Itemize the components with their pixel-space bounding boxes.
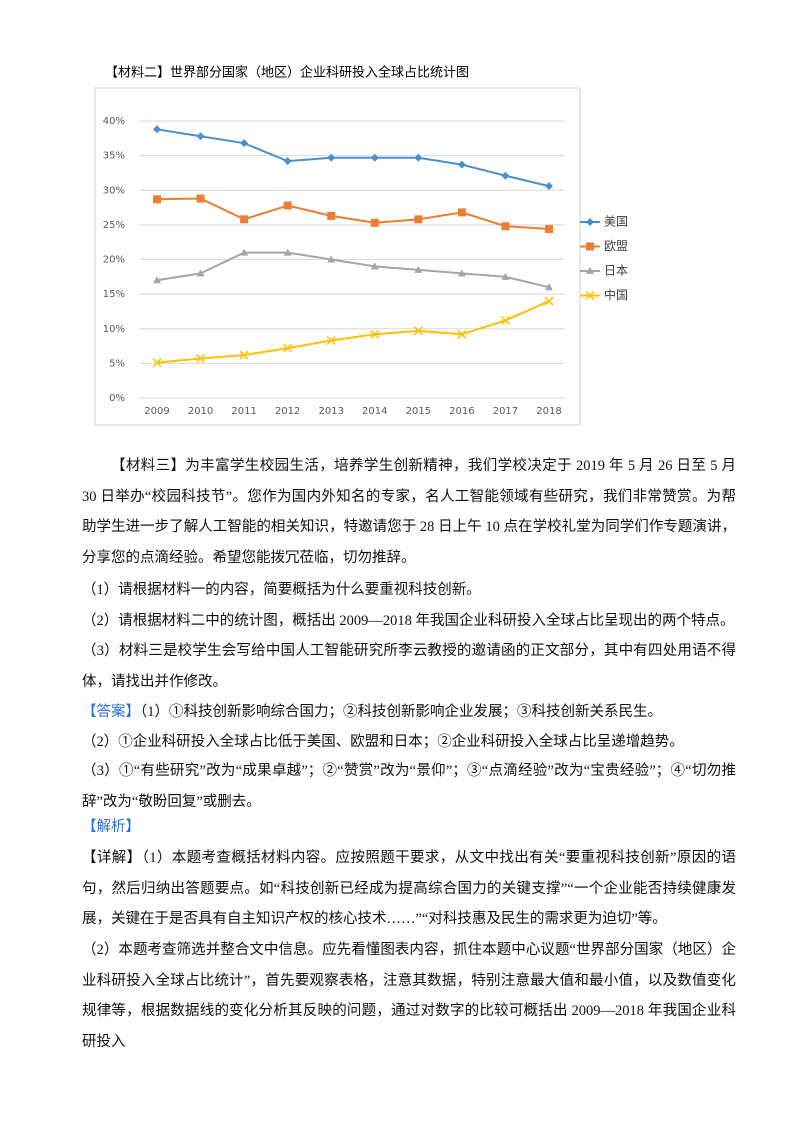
answer-label: 【答案】 [82, 704, 140, 720]
point [457, 269, 466, 277]
chart-frame [94, 87, 581, 426]
point [413, 326, 423, 336]
point [501, 171, 510, 180]
answer-line: （3）①“有些研究”改为“成果卓越”；②“赞赏”改为“景仰”；③“点滴经验”改为… [82, 763, 736, 810]
point [414, 153, 423, 162]
y-tick-label: 10% [103, 324, 125, 335]
point [501, 222, 510, 231]
chart: 【材料二】世界部分国家（地区）企业科研投入全球占比统计图 0% 5% 10% 15% 2… [94, 65, 628, 426]
y-tick-label: 15% [103, 289, 125, 300]
y-tick-label: 25% [103, 220, 125, 231]
x-tick-label: 2009 [144, 406, 169, 417]
point [545, 182, 553, 191]
analysis-label: 【解析】 [82, 819, 140, 835]
legend-label: 日本 [604, 264, 628, 278]
point [326, 335, 336, 346]
point [544, 296, 554, 306]
series-line [156, 300, 550, 364]
point [327, 211, 336, 220]
detail-paragraph: （2）本题考查筛选并整合文中信息。应先看懂图表内容，抓住本题中心议题“世界部分国… [82, 942, 736, 1050]
y-tick-label: 30% [103, 185, 125, 196]
x-tick-label: 2015 [406, 406, 431, 417]
point [414, 265, 423, 273]
series-line [156, 128, 550, 188]
point [457, 160, 466, 169]
answer: 【答案】（1）①科技创新影响综合国力；②科技创新影响企业发展；③科技创新关系民生… [82, 697, 736, 728]
point [370, 153, 379, 162]
point [457, 208, 466, 217]
point [500, 315, 510, 325]
x-tick-label: 2010 [188, 406, 213, 417]
point [585, 290, 595, 301]
y-tick-label: 35% [103, 151, 125, 162]
answer-line: （2）①企业科研投入全球占比低于美国、欧盟和日本；②企业科研投入全球占比呈递增趋… [82, 734, 684, 750]
point [327, 255, 336, 263]
question: （2）请根据材料二中的统计图，概括出 2009—2018 年我国企业科研投入全球… [82, 613, 735, 629]
point [414, 215, 423, 224]
point [283, 201, 292, 210]
point [370, 262, 379, 270]
point [283, 248, 292, 256]
point [152, 358, 162, 368]
point [283, 157, 292, 166]
series-line [156, 251, 550, 289]
point [457, 329, 467, 339]
point [586, 267, 594, 274]
x-tick-label: 2018 [536, 406, 561, 417]
point [545, 225, 553, 234]
point [370, 329, 380, 339]
point [153, 125, 161, 134]
point [283, 343, 293, 353]
point [370, 218, 379, 227]
legend-label: 中国 [604, 287, 628, 302]
point [240, 139, 249, 148]
point [240, 215, 249, 224]
point [501, 272, 510, 280]
point [240, 248, 249, 256]
point [196, 132, 205, 141]
y-tick-label: 40% [103, 116, 125, 127]
x-tick-label: 2012 [275, 406, 300, 417]
y-tick-label: 0% [109, 393, 125, 404]
point [545, 283, 553, 291]
point [586, 218, 594, 226]
detail-label: 【详解】 [82, 850, 142, 866]
legend-label: 美国 [604, 215, 628, 229]
question: （3）材料三是校学生会写给中国人工智能研究所李云教授的邀请函的正文部分，其中有四… [82, 643, 736, 690]
chart-title: 【材料二】世界部分国家（地区）企业科研投入全球占比统计图 [105, 65, 469, 81]
point [327, 153, 336, 162]
series-line [156, 197, 550, 231]
point [196, 194, 205, 203]
y-tick-label: 20% [103, 255, 125, 266]
point [196, 269, 205, 277]
material3: 【材料三】为丰富学生校园生活，培养学生创新精神，我们学校决定于 2019 年 5… [82, 458, 736, 566]
point [239, 350, 249, 360]
detail: 【详解】（1）本题考查概括材料内容。应按照题干要求，从文中找出有关“要重视科技创… [82, 843, 736, 935]
x-tick-label: 2017 [493, 406, 518, 417]
x-tick-label: 2014 [362, 406, 387, 417]
detail-paragraph: （1）本题考查概括材料内容。应按照题干要求，从文中找出有关“要重视科技创新”原因… [82, 850, 737, 927]
question: （1）请根据材料一的内容，简要概括为什么要重视科技创新。 [82, 582, 481, 598]
y-tick-label: 5% [109, 358, 125, 369]
x-tick-label: 2016 [449, 406, 474, 417]
point [586, 242, 594, 251]
x-tick-label: 2011 [231, 406, 256, 417]
point [196, 353, 206, 364]
point [153, 276, 161, 284]
point [153, 195, 161, 204]
answer-line: （1）①科技创新影响综合国力；②科技创新影响企业发展；③科技创新关系民生。 [140, 704, 662, 720]
x-tick-label: 2013 [318, 406, 343, 417]
legend-label: 欧盟 [604, 239, 628, 253]
